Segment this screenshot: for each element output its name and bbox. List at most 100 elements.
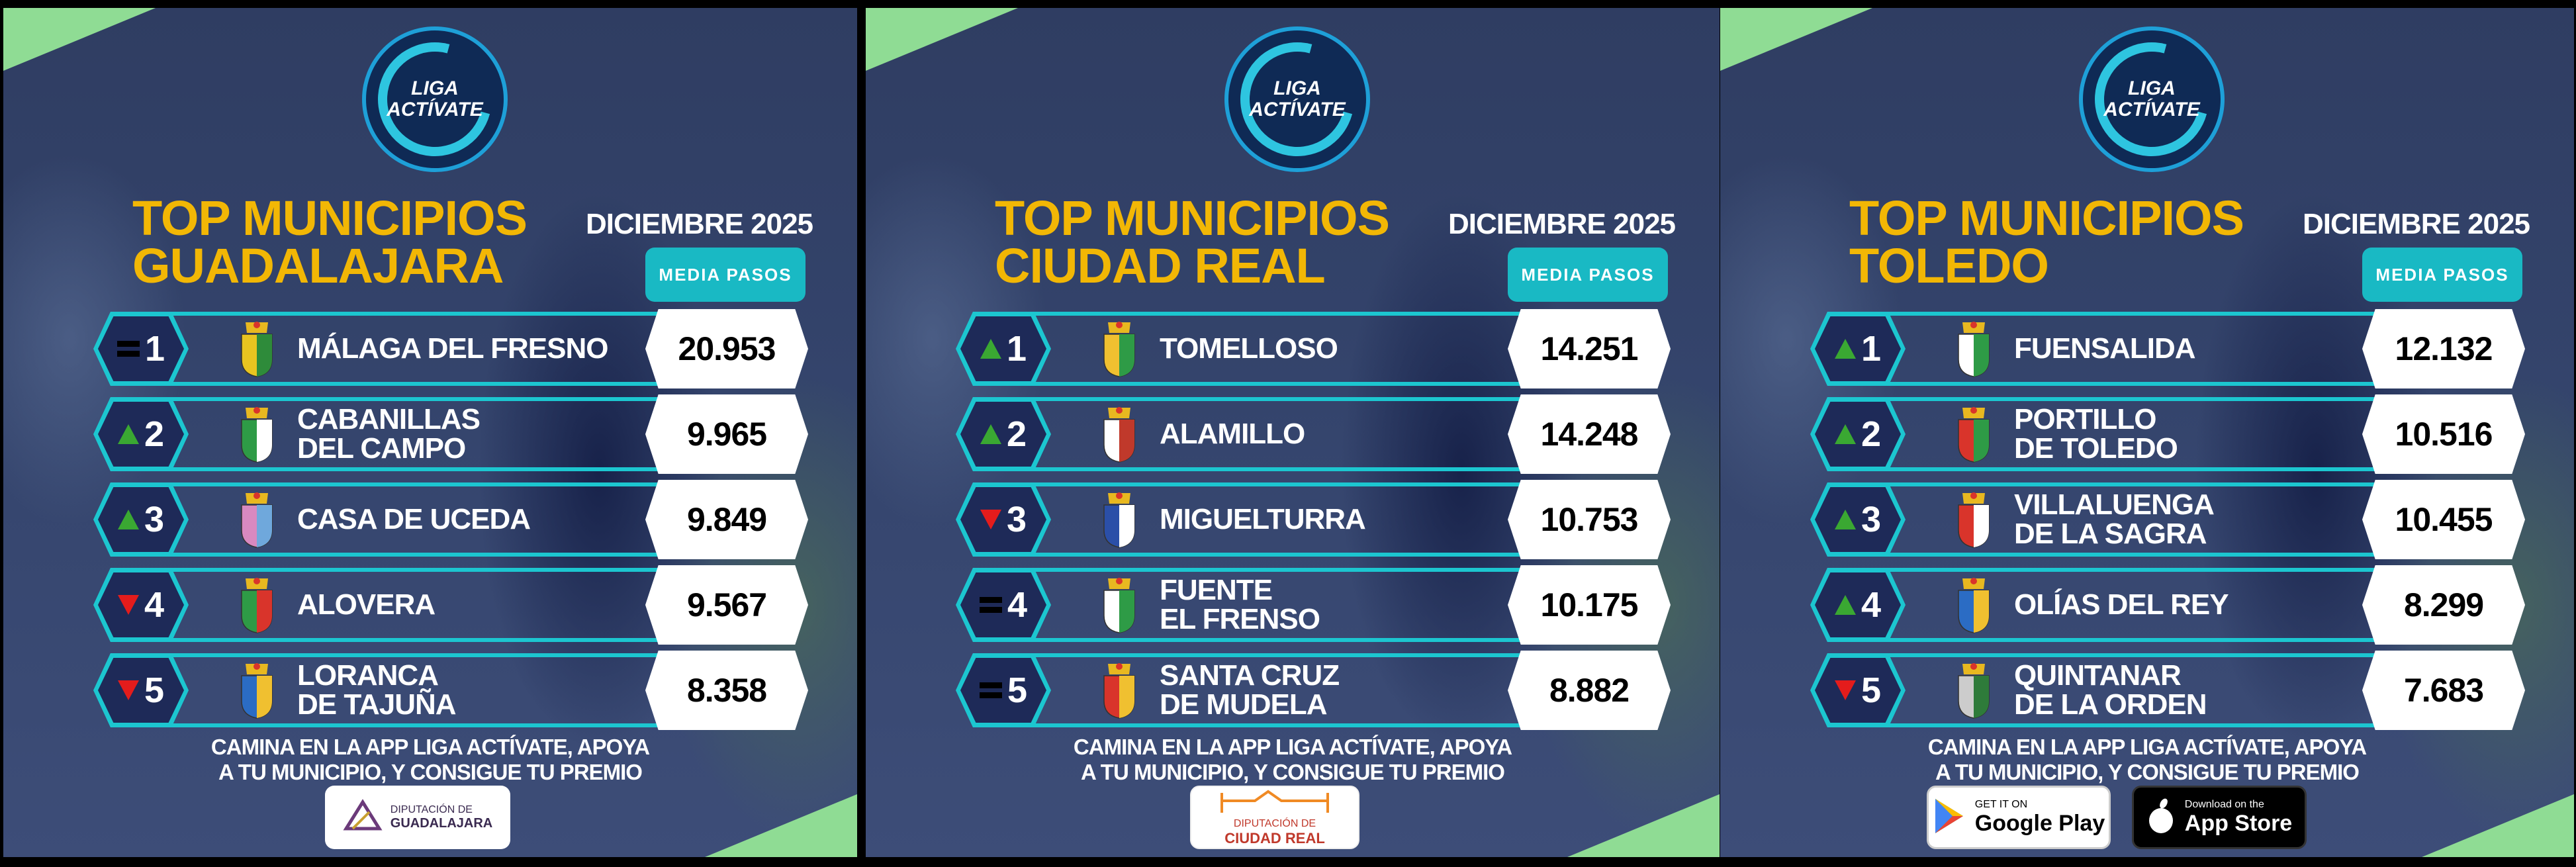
store-small-text: GET IT ON xyxy=(1974,798,2028,810)
corner-decoration xyxy=(3,8,156,71)
sponsor-text: DIPUTACIÓN DE GUADALAJARA xyxy=(391,804,492,831)
municipality-name: FUENSALIDA xyxy=(2014,312,2196,386)
row-frame xyxy=(120,397,729,401)
ranking-panel: LIGA ACTÍVATE TOP MUNICIPIOS CIUDAD REAL DIC… xyxy=(866,8,1720,857)
ranking-row: 3 CASA DE UCEDA 9.849 xyxy=(93,480,808,559)
google-play-icon xyxy=(1933,798,1966,838)
liga-activate-logo: LIGA ACTÍVATE xyxy=(357,21,513,177)
municipality-name: CABANILLAS DEL CAMPO xyxy=(297,397,481,471)
apple-icon xyxy=(2146,798,2176,837)
coat-of-arms-icon xyxy=(1100,320,1138,378)
ranking-row: 4 OLÍAS DEL REY 8.299 xyxy=(1810,565,2525,645)
name-line: ALAMILLO xyxy=(1160,418,1305,450)
footer-line: A TU MUNICIPIO, Y CONSIGUE TU PREMIO xyxy=(1935,760,2360,784)
municipality-name: OLÍAS DEL REY xyxy=(2014,568,2229,642)
name-line: MIGUELTURRA xyxy=(1160,503,1366,535)
page-title: TOP MUNICIPIOS CIUDAD REAL xyxy=(995,194,1390,291)
ranking-row: 3 MIGUELTURRA 10.753 xyxy=(956,480,1671,559)
trend-up-icon xyxy=(117,424,139,444)
page-title: TOP MUNICIPIOS TOLEDO xyxy=(1849,194,2244,293)
coat-of-arms-icon xyxy=(1955,405,1993,463)
average-steps-value: 10.753 xyxy=(1508,480,1671,559)
rank-badge: 5 xyxy=(1815,658,1901,723)
average-steps-value: 8.882 xyxy=(1508,651,1671,730)
title-line: TOP MUNICIPIOS xyxy=(132,191,528,246)
ranking-row: 5 LORANCA DE TAJUÑA 8.358 xyxy=(93,651,808,730)
rank-number: 5 xyxy=(1007,670,1028,710)
coat-of-arms-icon xyxy=(1955,576,1993,634)
sponsor-line: GUADALAJARA xyxy=(390,815,493,831)
rank-badge: 4 xyxy=(1815,572,1901,637)
ranking-row: 1 TOMELLOSO 14.251 xyxy=(956,309,1671,388)
store-big-text: Google Play xyxy=(1974,810,2105,836)
municipality-name: QUINTANAR DE LA ORDEN xyxy=(2014,653,2207,727)
row-frame xyxy=(982,397,1591,401)
average-steps-value: 7.683 xyxy=(2362,651,2525,730)
name-line: DEL CAMPO xyxy=(297,432,466,465)
name-line: VILLALUENGA xyxy=(2014,488,2215,521)
row-frame xyxy=(1837,568,2446,572)
name-line: DE LA SAGRA xyxy=(2014,518,2207,550)
ranking-row: 1 FUENSALIDA 12.132 xyxy=(1810,309,2525,388)
column-header-badge: MEDIA PASOS xyxy=(1508,248,1668,302)
footer-line: A TU MUNICIPIO, Y CONSIGUE TU PREMIO xyxy=(218,760,643,784)
rank-badge: 3 xyxy=(1815,487,1901,552)
rank-badge: 3 xyxy=(960,487,1046,552)
average-steps-value: 12.132 xyxy=(2362,309,2525,388)
average-steps-value: 14.251 xyxy=(1508,309,1671,388)
ranking-row: 2 ALAMILLO 14.248 xyxy=(956,394,1671,474)
row-frame xyxy=(982,553,1591,557)
average-steps-value: 9.965 xyxy=(645,394,808,474)
logo-text: LIGA xyxy=(1273,77,1321,99)
row-frame xyxy=(120,653,729,657)
row-frame xyxy=(120,638,729,642)
corner-decoration xyxy=(866,8,1018,71)
column-header-badge: MEDIA PASOS xyxy=(645,248,805,302)
coat-of-arms-icon xyxy=(238,320,276,378)
call-to-action-text: CAMINA EN LA APP LIGA ACTÍVATE, APOYA A T… xyxy=(866,735,1720,785)
row-frame xyxy=(120,482,729,486)
name-line: SANTA CRUZ xyxy=(1160,659,1340,692)
diputacion-guadalajara-logo: DIPUTACIÓN DE GUADALAJARA xyxy=(325,786,510,849)
corner-decoration xyxy=(2422,794,2574,857)
rank-badge: 5 xyxy=(960,658,1046,723)
rank-number: 3 xyxy=(1861,500,1882,539)
average-steps-value: 14.248 xyxy=(1508,394,1671,474)
row-frame xyxy=(1837,397,2446,401)
trend-down-icon xyxy=(117,680,139,700)
title-line: TOLEDO xyxy=(1849,238,2049,293)
google-play-button[interactable]: GET IT ON Google Play xyxy=(1927,786,2111,849)
municipality-name: ALOVERA xyxy=(297,568,436,642)
row-frame xyxy=(982,482,1591,486)
municipality-name: CASA DE UCEDA xyxy=(297,482,531,557)
app-store-button[interactable]: Download on the App Store xyxy=(2132,786,2307,849)
rank-number: 4 xyxy=(144,585,165,625)
name-line: FUENTE xyxy=(1160,574,1273,606)
municipality-name: TOMELLOSO xyxy=(1160,312,1338,386)
corner-decoration xyxy=(1567,794,1720,857)
row-frame xyxy=(1837,638,2446,642)
rank-number: 4 xyxy=(1007,585,1028,625)
trend-up-icon xyxy=(1834,510,1856,529)
name-line: LORANCA xyxy=(297,659,439,692)
sponsor-line: DIPUTACIÓN DE xyxy=(1233,818,1316,829)
rank-number: 3 xyxy=(144,500,165,539)
average-steps-value: 10.455 xyxy=(2362,480,2525,559)
ranking-row: 5 SANTA CRUZ DE MUDELA 8.882 xyxy=(956,651,1671,730)
call-to-action-text: CAMINA EN LA APP LIGA ACTÍVATE, APOYA A T… xyxy=(3,735,857,785)
row-frame xyxy=(120,467,729,471)
coat-of-arms-icon xyxy=(1955,661,1993,719)
logo-text: ACTÍVATE xyxy=(387,99,483,120)
row-frame xyxy=(982,723,1591,727)
store-big-text: App Store xyxy=(2184,810,2293,836)
name-line: PORTILLO xyxy=(2014,403,2156,435)
corner-decoration xyxy=(1720,8,1872,71)
average-steps-value: 10.175 xyxy=(1508,565,1671,645)
rank-number: 2 xyxy=(144,414,165,454)
page-title: TOP MUNICIPIOS GUADALAJARA xyxy=(132,191,528,291)
logo-text: ACTÍVATE xyxy=(1249,99,1346,120)
row-frame xyxy=(120,568,729,572)
month-label: DICIEMBRE 2025 xyxy=(1448,208,1676,240)
municipality-name: LORANCA DE TAJUÑA xyxy=(297,653,457,727)
average-steps-value: 8.358 xyxy=(645,651,808,730)
